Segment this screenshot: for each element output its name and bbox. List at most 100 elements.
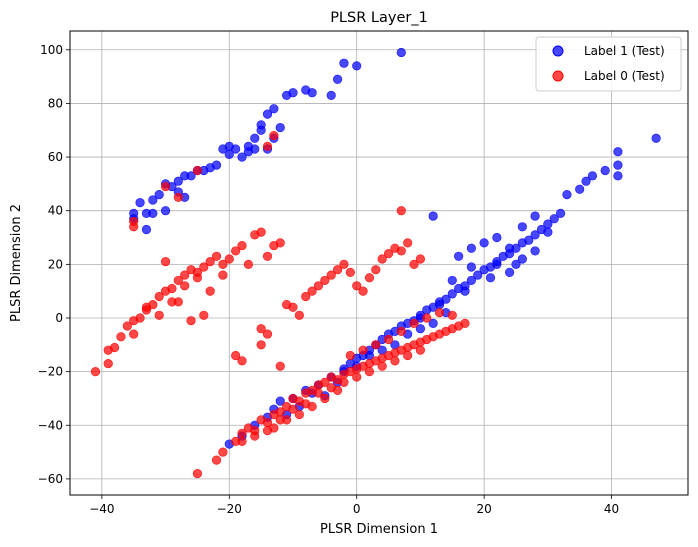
scatter-point — [466, 243, 476, 253]
scatter-point — [562, 190, 572, 200]
scatter-point — [326, 270, 336, 280]
scatter-point — [447, 310, 457, 320]
scatter-point — [390, 356, 400, 366]
scatter-point — [199, 310, 209, 320]
scatter-point — [447, 275, 457, 286]
plot-frame — [69, 30, 689, 496]
scatter-point — [301, 291, 311, 302]
scatter-point — [288, 88, 298, 98]
scatter-point — [218, 270, 228, 280]
scatter-point — [358, 286, 368, 296]
scatter-point — [160, 181, 171, 192]
scatter-point — [109, 342, 120, 353]
scatter-point — [148, 208, 158, 218]
scatter-point — [313, 388, 324, 398]
y-tick-label: 20 — [48, 257, 63, 271]
scatter-point — [160, 257, 171, 267]
scatter-point — [364, 273, 375, 283]
scatter-point — [460, 286, 470, 296]
scatter-point — [555, 208, 566, 218]
scatter-point — [600, 165, 610, 176]
scatter-point — [383, 249, 394, 259]
scatter-point — [256, 227, 266, 237]
scatter-point — [549, 214, 559, 224]
scatter-point — [409, 259, 419, 269]
scatter-point — [377, 254, 387, 264]
legend: Label 1 (Test) Label 0 (Test) — [535, 36, 682, 92]
scatter-point — [199, 262, 209, 272]
scatter-point — [154, 291, 164, 302]
scatter-point — [129, 329, 139, 339]
scatter-point — [294, 310, 304, 320]
scatter-point — [613, 160, 623, 170]
scatter-point — [422, 313, 432, 323]
scatter-point — [339, 377, 349, 387]
scatter-point — [288, 302, 298, 312]
scatter-point — [205, 257, 215, 267]
scatter-point — [224, 149, 234, 159]
legend-box — [535, 36, 682, 92]
legend-marker-label-1 — [552, 45, 564, 57]
y-tick-label: −20 — [38, 365, 63, 379]
scatter-point — [167, 283, 177, 294]
scatter-point — [231, 246, 241, 256]
y-tick-label: 40 — [48, 204, 63, 218]
scatter-point — [473, 270, 483, 280]
scatter-point — [141, 302, 152, 312]
scatter-point — [313, 281, 324, 291]
scatter-point — [581, 176, 591, 186]
scatter-point — [505, 243, 515, 253]
scatter-point — [160, 206, 171, 216]
scatter-point — [320, 393, 330, 404]
scatter-point — [543, 227, 553, 237]
scatter-point — [186, 316, 196, 326]
scatter-point — [371, 340, 381, 350]
scatter-point — [613, 147, 623, 157]
scatter-point — [256, 340, 266, 350]
scatter-point — [307, 88, 317, 98]
scatter-point — [396, 246, 406, 256]
scatter-point — [466, 262, 476, 272]
x-tick-label: −20 — [217, 502, 242, 516]
scatter-point — [205, 286, 215, 296]
scatter-point — [530, 211, 540, 221]
scatter-point — [192, 468, 203, 479]
y-tick-label: 80 — [48, 96, 63, 110]
scatter-point — [345, 350, 355, 361]
scatter-point — [441, 294, 451, 304]
scatter-point — [275, 238, 285, 248]
scatter-point — [428, 211, 438, 221]
scatter-point — [396, 326, 406, 336]
scatter-point — [358, 345, 368, 355]
scatter-point — [135, 198, 145, 208]
scatter-point — [524, 235, 534, 245]
scatter-point — [269, 104, 279, 114]
y-tick-label: 60 — [48, 150, 63, 164]
scatter-point — [262, 251, 273, 261]
scatter-point — [434, 308, 445, 318]
x-tick-label: 20 — [476, 502, 491, 516]
scatter-point — [122, 321, 132, 331]
scatter-point — [116, 332, 126, 342]
x-tick-label: −40 — [89, 502, 114, 516]
scatter-point — [275, 361, 285, 371]
scatter-point — [180, 281, 190, 291]
scatter-point — [262, 141, 273, 151]
scatter-point — [613, 171, 623, 181]
legend-label-0: Label 0 (Test) — [584, 69, 665, 83]
scatter-point — [237, 436, 247, 446]
scatter-point — [332, 385, 343, 395]
scatter-point — [575, 184, 585, 194]
scatter-point — [383, 334, 394, 345]
scatter-point — [154, 190, 164, 200]
scatter-point — [326, 90, 336, 100]
scatter-point — [288, 404, 298, 414]
series-label-0 — [90, 131, 470, 479]
scatter-point — [173, 192, 183, 202]
scatter-point — [479, 238, 489, 248]
scatter-point — [530, 246, 540, 256]
scatter-point — [211, 251, 222, 261]
scatter-point — [237, 152, 247, 162]
scatter-point — [192, 165, 203, 176]
